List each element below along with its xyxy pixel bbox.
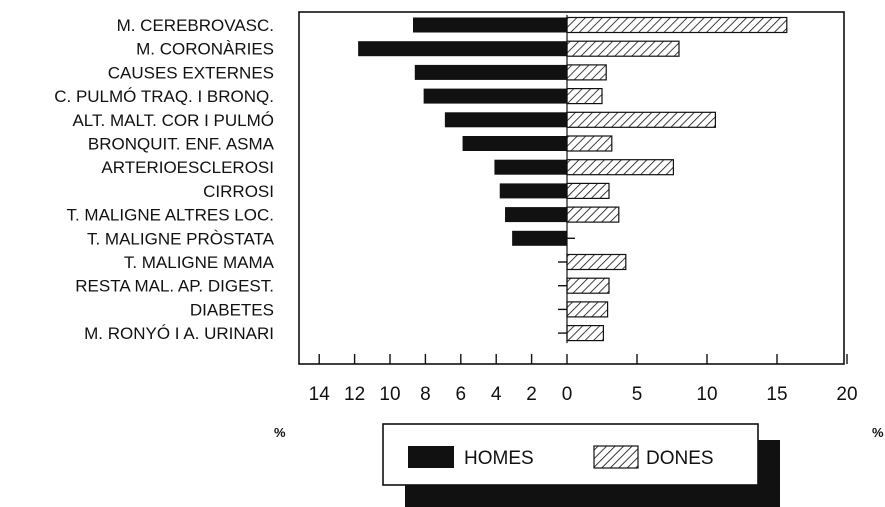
bar-dones <box>566 40 680 57</box>
category-label: T. MALIGNE MAMA <box>124 253 275 272</box>
category-label: T. MALIGNE ALTRES LOC. <box>66 206 274 225</box>
category-label: CIRROSI <box>203 182 274 201</box>
bar-homes <box>358 41 567 57</box>
bar-homes <box>505 207 567 223</box>
bar-dones <box>566 159 675 176</box>
bar-homes <box>413 17 567 33</box>
category-label: DIABETES <box>190 300 274 319</box>
bar-dones <box>566 111 716 128</box>
category-label: ARTERIOESCLEROSI <box>101 158 274 177</box>
legend-swatch-dones <box>593 445 639 469</box>
tick-label-left: 6 <box>456 384 467 405</box>
plot-frame <box>298 11 845 365</box>
legend: HOMES DONES <box>382 423 780 507</box>
legend-label-dones: DONES <box>646 448 714 469</box>
bar-dones <box>566 325 605 342</box>
category-label: CAUSES EXTERNES <box>108 63 274 82</box>
bar-homes <box>462 136 567 151</box>
bar-dones <box>566 301 609 318</box>
bar-dones <box>566 64 607 81</box>
bar-homes <box>494 159 567 175</box>
tick-label-left: 8 <box>420 384 431 405</box>
bar-homes <box>414 64 567 80</box>
category-label: T. MALIGNE PRÒSTATA <box>87 229 275 248</box>
category-labels: M. CEREBROVASC. M. CORONÀRIES CAUSES EXTER… <box>54 16 274 343</box>
tick-label-left: 4 <box>491 384 502 405</box>
bar-homes <box>499 183 567 199</box>
bar-dones <box>566 87 603 105</box>
tick-label-right: 15 <box>766 384 787 405</box>
legend-swatch-homes <box>408 446 454 468</box>
category-label: M. CEREBROVASC. <box>117 16 274 35</box>
bar-dones <box>566 135 613 152</box>
tick-label-left: 10 <box>379 384 400 405</box>
category-label: M. RONYÓ I A. URINARI <box>84 324 274 343</box>
bar-dones <box>566 277 610 294</box>
tick-label-right: 10 <box>696 384 717 405</box>
bar-dones <box>566 182 610 199</box>
category-label: M. CORONÀRIES <box>136 40 274 59</box>
bar-dones <box>566 16 788 34</box>
bar-dones <box>566 206 620 223</box>
category-label: BRONQUIT. ENF. ASMA <box>88 135 275 154</box>
bars-group <box>358 15 788 344</box>
category-label: ALT. MALT. COR I PULMÓ <box>72 111 274 130</box>
tick-label-right: 20 <box>836 384 857 405</box>
bar-dones <box>566 253 627 271</box>
left-axis-unit: % <box>274 425 286 440</box>
tick-label-left: 14 <box>309 384 331 405</box>
right-axis-unit: % <box>872 425 884 440</box>
tick-label-right: 5 <box>632 384 643 405</box>
legend-label-homes: HOMES <box>464 448 534 469</box>
bar-homes <box>444 112 567 128</box>
bar-homes <box>512 230 567 246</box>
category-label: RESTA MAL. AP. DIGEST. <box>75 277 274 296</box>
tick-label-right: 0 <box>562 384 573 405</box>
category-label: C. PULMÓ TRAQ. I BRONQ. <box>54 87 274 106</box>
tick-label-left: 12 <box>344 384 365 405</box>
tick-label-left: 2 <box>526 384 537 405</box>
x-axis-ticks: 14 12 10 8 6 4 2 0 5 10 15 20 <box>309 354 858 405</box>
bar-homes <box>423 88 567 104</box>
